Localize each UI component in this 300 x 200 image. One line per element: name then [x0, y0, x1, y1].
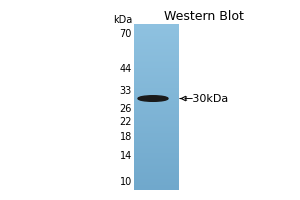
Text: kDa: kDa [113, 15, 132, 25]
Text: Western Blot: Western Blot [164, 10, 244, 23]
Text: 10: 10 [120, 177, 132, 187]
Text: 14: 14 [120, 151, 132, 161]
Text: 70: 70 [120, 29, 132, 39]
Ellipse shape [138, 96, 168, 101]
Text: ←30kDa: ←30kDa [180, 94, 228, 104]
Text: 18: 18 [120, 132, 132, 142]
Text: 22: 22 [119, 117, 132, 127]
Text: 26: 26 [120, 104, 132, 114]
Text: 33: 33 [120, 86, 132, 96]
Text: 44: 44 [120, 64, 132, 74]
